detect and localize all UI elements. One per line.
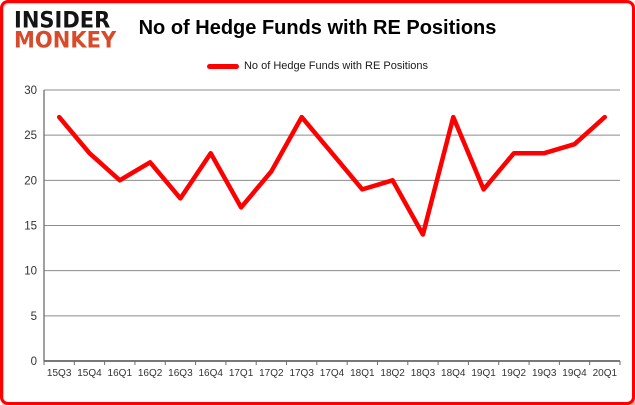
x-tick-label: 17Q4 [320,368,345,379]
y-tick-label: 10 [24,266,37,278]
x-axis-labels: 15Q3 15Q4 16Q1 16Q2 16Q3 16Q4 17Q1 17Q2 17Q3 17Q4… [47,368,618,379]
x-tick-label: 19Q2 [502,368,527,379]
y-tick-label: 5 [31,311,37,323]
y-tick-label: 20 [24,175,37,187]
y-axis-labels: 0 5 10 15 20 25 30 [24,85,37,368]
x-tick-label: 19Q1 [471,368,496,379]
x-tick-label: 17Q1 [229,368,254,379]
insider-monkey-logo: INSIDER MONKEY [14,7,117,53]
y-tick-label: 0 [31,356,37,368]
x-tick-label: 16Q2 [138,368,163,379]
legend: No of Hedge Funds with RE Positions [3,60,632,72]
x-tick-label: 18Q2 [380,368,405,379]
data-series-line [56,114,608,237]
x-tick-label: 17Q2 [259,368,284,379]
y-tick-label: 25 [24,130,37,142]
gridlines [44,89,620,362]
y-tick-label: 15 [24,221,37,233]
x-tick-label: 18Q4 [441,368,466,379]
x-tick-label: 19Q4 [562,368,587,379]
x-tick-label: 17Q3 [289,368,314,379]
y-tick-label: 30 [24,85,37,97]
x-tick-label: 18Q1 [350,368,375,379]
x-tick-label: 15Q4 [77,368,102,379]
legend-line-swatch [206,63,239,69]
x-tick-label: 19Q3 [532,368,557,379]
logo-insider-text: INSIDER [14,7,111,33]
logo-monkey-text: MONKEY [14,26,117,53]
x-tick-label: 16Q4 [199,368,224,379]
x-tick-label: 20Q1 [593,368,618,379]
x-tick-label: 18Q3 [411,368,436,379]
chart-title: No of Hedge Funds with RE Positions [138,17,497,39]
x-tick-label: 15Q3 [47,368,72,379]
x-tick-label: 16Q1 [108,368,133,379]
x-tick-label: 16Q3 [168,368,193,379]
x-axis-ticks [43,361,621,365]
legend-label: No of Hedge Funds with RE Positions [243,60,429,72]
line-chart: 0 5 10 15 20 25 30 15Q3 15Q4 16Q1 16Q2 16Q3 16Q4 17Q1… [24,85,621,379]
